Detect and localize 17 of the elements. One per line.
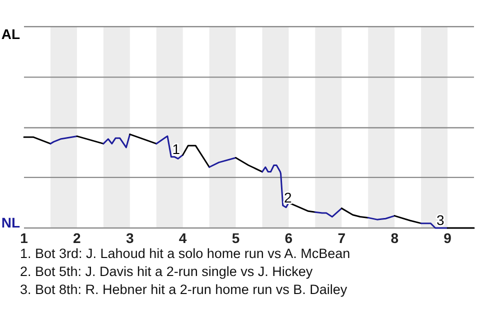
x-tick-label: 6 xyxy=(284,230,293,246)
text: 2. Bot 5th: J. Davis hit a 2-run single vs J. Hickey xyxy=(20,264,313,279)
x-tick-label: 3 xyxy=(126,230,134,246)
x-tick-label: 4 xyxy=(178,230,187,246)
x-tick-label: 7 xyxy=(338,230,346,246)
text: 3. Bot 8th: R. Hebner hit a 2-run home run vs B. Dailey xyxy=(20,282,348,297)
text: 1. Bot 3rd: J. Lahoud hit a solo home run vs A. McBean xyxy=(20,246,350,261)
annotation: 2 xyxy=(284,190,292,206)
text: AL xyxy=(1,26,20,42)
x-tick-label: 9 xyxy=(444,230,452,246)
x-tick-label: 1 xyxy=(20,230,28,246)
annotation: 1 xyxy=(172,140,180,157)
annotation: 3 xyxy=(436,212,444,228)
x-tick-label: 8 xyxy=(390,230,399,246)
text: NL xyxy=(1,214,20,230)
x-tick-label: 2 xyxy=(73,230,82,246)
x-tick-label: 5 xyxy=(232,230,240,246)
